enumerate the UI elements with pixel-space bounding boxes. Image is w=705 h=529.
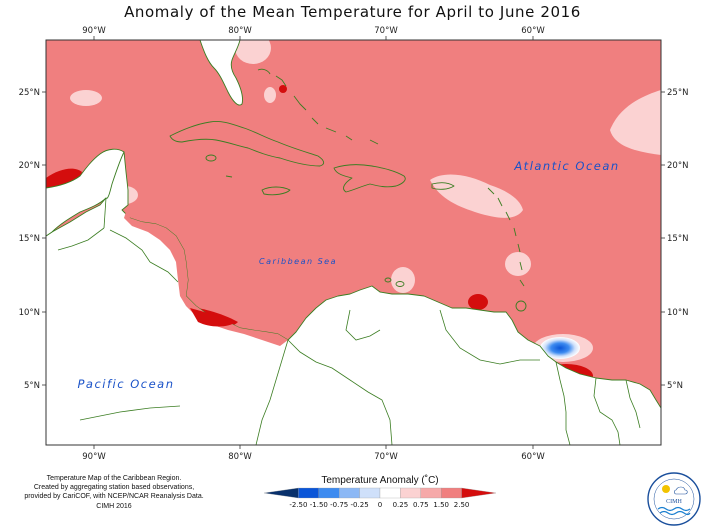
legend-tick-label: -2.50: [289, 501, 307, 509]
cloud-icon: [674, 486, 688, 495]
credits: Temperature Map of the Caribbean Region.…: [14, 474, 214, 511]
antilles-6: [519, 261, 523, 271]
map-title: Anomaly of the Mean Temperature for Apri…: [124, 3, 581, 21]
isle-of-youth: [205, 154, 217, 162]
label-caribbean: Caribbean Sea: [259, 257, 337, 266]
lon-label-bottom-90w: 90°W: [82, 452, 106, 462]
lat-label-left-25n: 25°N: [19, 88, 40, 98]
legend-swatch: [318, 487, 340, 499]
cold-anomaly-spot: [540, 337, 580, 359]
lat-label-right-10n: 10°N: [667, 308, 688, 318]
credits-line-1: Temperature Map of the Caribbean Region.: [46, 475, 182, 482]
legend-swatch: [339, 487, 360, 499]
lon-label-bottom-70w: 70°W: [374, 452, 398, 462]
aruba-curacao: [395, 281, 405, 287]
lat-label-right-25n: 25°N: [667, 88, 688, 98]
antilles-4: [513, 227, 517, 237]
legend-swatch: [359, 487, 381, 499]
lat-ticks: [42, 91, 665, 386]
lon-label-top-80w: 80°W: [228, 26, 252, 36]
label-atlantic: Atlantic Ocean: [513, 159, 619, 173]
lat-label-left-10n: 10°N: [19, 308, 40, 318]
logo-text: CIMH: [666, 499, 682, 505]
antilles-5: [517, 243, 521, 253]
turks-caicos: [369, 139, 379, 145]
label-pacific: Pacific Ocean: [77, 377, 174, 391]
aruba: [384, 277, 392, 283]
cimh-logo: CIMH: [647, 472, 701, 526]
bahamas-1: [257, 68, 271, 75]
puerto-rico: [431, 182, 455, 190]
caribbean-islands: [169, 68, 527, 312]
legend-tick-label: -0.25: [351, 501, 369, 509]
legend-tick-label: -1.50: [310, 501, 328, 509]
legend-swatch: [298, 487, 319, 499]
antilles-7: [519, 279, 525, 287]
cuba: [169, 121, 325, 167]
legend-swatch: [379, 487, 401, 499]
lon-label-bottom-80w: 80°W: [228, 452, 252, 462]
legend-tick-label: 0: [378, 501, 382, 509]
florida: [199, 40, 243, 106]
map-field: Atlantic Ocean Caribbean Sea Pacific Oce…: [46, 40, 661, 445]
hispaniola: [333, 164, 406, 193]
lon-label-top-90w: 90°W: [82, 26, 106, 36]
lon-ticks: [93, 36, 534, 449]
legend-tick-label: 1.50: [433, 501, 449, 509]
lat-label-right-5n: 5°N: [667, 381, 683, 391]
legend-swatch: [420, 487, 442, 499]
credits-line-3: provided by CariCOF, with NCEP/NCAR Rean…: [24, 493, 204, 501]
country-borders: [57, 197, 641, 445]
wave-icon: [657, 506, 691, 512]
legend-swatch: [441, 487, 462, 499]
credits-line-2: Created by aggregating station based obs…: [33, 484, 195, 492]
lat-label-left-15n: 15°N: [19, 234, 40, 244]
jamaica: [261, 186, 291, 196]
cayman: [225, 175, 233, 178]
sun-icon: [662, 485, 670, 493]
credits-line-4: CIMH 2016: [96, 502, 132, 510]
antilles-3: [505, 211, 511, 221]
bahamas-2: [275, 75, 287, 87]
legend-tick-label: 2.50: [454, 501, 470, 509]
legend-swatch: [461, 487, 497, 499]
bahamas-4: [311, 117, 319, 125]
bahamas-6: [345, 135, 353, 141]
mexico: [46, 148, 125, 237]
antilles-1: [487, 187, 495, 195]
bahamas-3: [293, 95, 307, 111]
south-central-america: [46, 151, 661, 445]
lon-label-top-60w: 60°W: [521, 26, 545, 36]
legend-title: Temperature Anomaly (˚C): [321, 475, 439, 486]
lat-label-right-20n: 20°N: [667, 161, 688, 171]
trinidad: [515, 300, 527, 312]
legend-tick-label: 0.75: [413, 501, 429, 509]
legend-swatch: [400, 487, 421, 499]
lat-label-left-5n: 5°N: [24, 381, 40, 391]
lat-label-right-15n: 15°N: [667, 234, 688, 244]
lat-label-left-20n: 20°N: [19, 161, 40, 171]
legend-tick-label: -0.75: [330, 501, 348, 509]
hot-land-overlay: [190, 308, 236, 327]
antilles-2: [497, 197, 503, 207]
legend-colorbar: [263, 487, 497, 499]
landmasses: [46, 40, 661, 445]
legend-tick-label: 0.25: [393, 501, 409, 509]
bahamas-5: [325, 127, 337, 133]
map-frame: [45, 39, 662, 446]
legend-swatch: [263, 487, 299, 499]
lon-label-top-70w: 70°W: [374, 26, 398, 36]
lon-label-bottom-60w: 60°W: [521, 452, 545, 462]
legend-tick-labels: -2.50 -1.50 -0.75 -0.25 0 0.25 0.75 1.50 2.50: [289, 501, 469, 509]
land-anomaly-overlay: [124, 205, 288, 346]
